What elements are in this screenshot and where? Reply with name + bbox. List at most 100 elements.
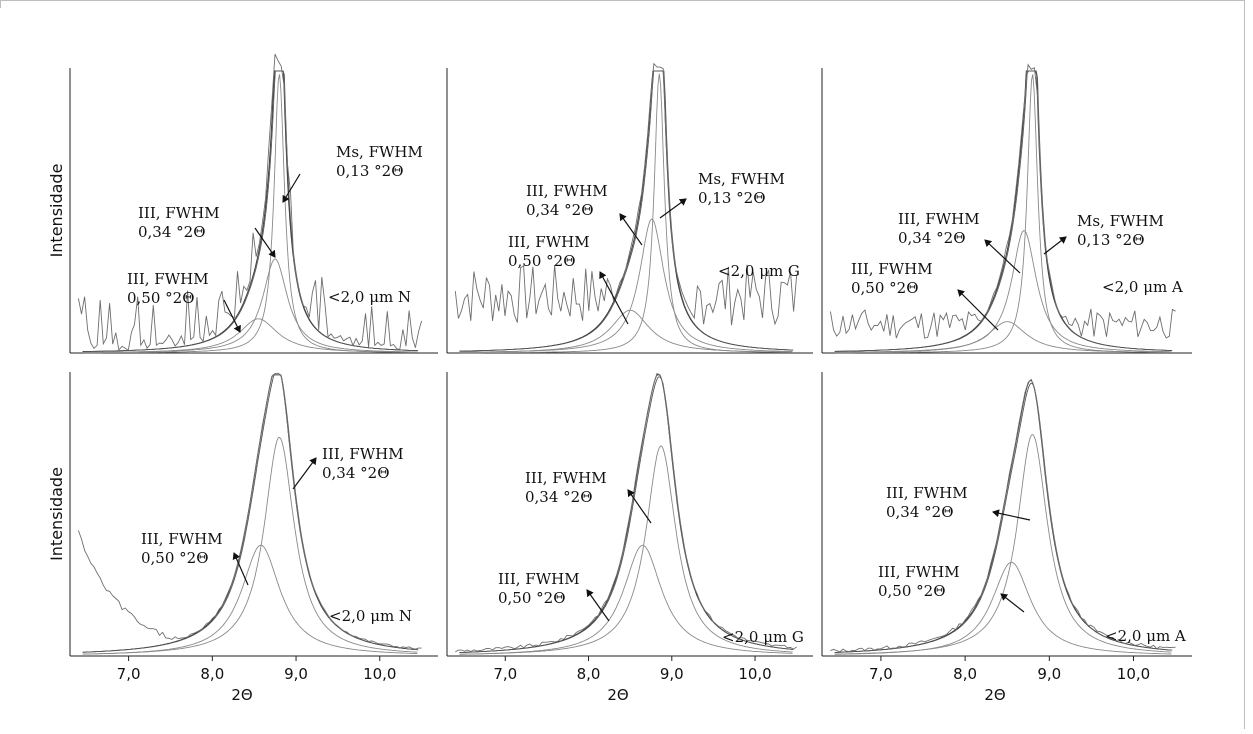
series-envelope-2 (83, 374, 419, 653)
annotation-line1: III, FWHM (898, 210, 980, 228)
annotation-line1: III, FWHM (851, 260, 933, 278)
annotation-line1: III, FWHM (508, 233, 590, 251)
x-tick-label: 9,0 (1037, 665, 1061, 683)
annotation-line1: Ms, FWHM (336, 143, 423, 161)
series-measured (455, 372, 797, 653)
x-tick-label: 10,0 (363, 665, 396, 683)
series-envelope-2 (460, 70, 794, 352)
sample-label: <2,0 μm N (329, 607, 412, 625)
x-tick-label: 8,0 (953, 665, 977, 683)
annotation-line2: 0,34 °2Θ (138, 223, 206, 241)
x-tick-label: 7,0 (493, 665, 517, 683)
series-envelope-1 (82, 70, 418, 352)
x-tick-label: 10,0 (738, 665, 771, 683)
annotation-arrow (599, 271, 629, 325)
annotation-line1: III, FWHM (886, 484, 968, 502)
annotation-line2: 0,50 °2Θ (851, 279, 919, 297)
series-component-2 (82, 544, 418, 655)
annotation-arrow (223, 299, 241, 333)
figure-frame-top (0, 0, 1244, 1)
annotation-arrow (1000, 593, 1025, 613)
x-tick-label: 7,0 (117, 665, 141, 683)
series-envelope-2 (83, 70, 419, 353)
sample-label: <2,0 μm G (718, 262, 800, 280)
annotation-line2: 0,34 °2Θ (525, 488, 593, 506)
series-component-3 (82, 318, 418, 353)
annotation-line1: III, FWHM (322, 445, 404, 463)
annotation-line2: 0,50 °2Θ (127, 289, 195, 307)
y-axis-label: Intensidade (47, 467, 66, 561)
y-axis-label: Intensidade (47, 164, 66, 258)
annotation-line2: 0,13 °2Θ (1077, 231, 1145, 249)
figure-frame-left (0, 0, 1, 8)
annotation-line2: 0,34 °2Θ (526, 201, 594, 219)
figure-frame-right (1244, 0, 1245, 729)
series-component-3 (834, 321, 1172, 353)
annotation-arrow (984, 239, 1021, 274)
annotation-line2: 0,13 °2Θ (336, 162, 404, 180)
x-tick-label: 9,0 (660, 665, 684, 683)
annotation-line2: 0,34 °2Θ (886, 503, 954, 521)
x-axis-label: 2Θ (607, 686, 628, 704)
annotation-line1: Ms, FWHM (1077, 212, 1164, 230)
annotation-arrow (282, 173, 301, 203)
annotation-arrow (1043, 236, 1067, 255)
x-tick-label: 8,0 (200, 665, 224, 683)
sample-label: <2,0 μm A (1102, 278, 1183, 296)
series-measured (77, 53, 423, 351)
series-measured (830, 378, 1176, 653)
series-component-1 (82, 74, 418, 354)
annotation-line1: III, FWHM (878, 563, 960, 581)
series-component-1 (459, 445, 793, 655)
annotation-line1: III, FWHM (141, 530, 223, 548)
x-tick-label: 8,0 (577, 665, 601, 683)
annotation-arrow (992, 509, 1031, 521)
x-tick-label: 10,0 (1117, 665, 1150, 683)
annotation-arrow (957, 289, 999, 331)
series-measured (829, 63, 1176, 339)
annotation-line1: III, FWHM (498, 570, 580, 588)
sample-label: <2,0 μm A (1105, 627, 1186, 645)
sample-label: <2,0 μm G (722, 628, 804, 646)
annotation-line2: 0,34 °2Θ (898, 229, 966, 247)
series-component-1 (834, 433, 1172, 655)
annotation-line1: III, FWHM (526, 182, 608, 200)
annotation-line1: III, FWHM (525, 469, 607, 487)
annotation-line2: 0,34 °2Θ (322, 464, 390, 482)
annotation-line2: 0,50 °2Θ (878, 582, 946, 600)
series-measured (77, 372, 422, 650)
series-envelope-2 (460, 376, 794, 653)
annotation-arrow (619, 213, 643, 246)
series-measured (454, 62, 798, 326)
x-tick-label: 7,0 (869, 665, 893, 683)
annotation-line2: 0,13 °2Θ (698, 189, 766, 207)
annotation-arrow (627, 489, 652, 524)
series-component-3 (459, 309, 793, 353)
annotation-arrow (659, 198, 687, 219)
annotation-arrow (292, 457, 317, 490)
annotation-line2: 0,50 °2Θ (141, 549, 209, 567)
annotation-line1: III, FWHM (138, 204, 220, 222)
x-axis-label: 2Θ (231, 686, 252, 704)
annotation-line1: Ms, FWHM (698, 170, 785, 188)
